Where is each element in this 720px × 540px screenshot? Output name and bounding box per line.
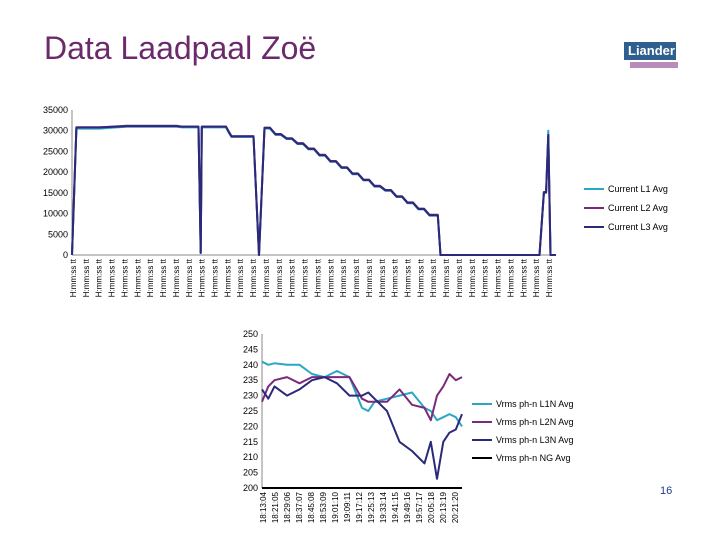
chart1-x-tick-label: H:mm:ss tt bbox=[468, 258, 477, 297]
chart1-x-tick-label: H:mm:ss tt bbox=[262, 258, 271, 297]
chart2-x-tick-label: 19:25:13 bbox=[367, 491, 376, 523]
slide-number: 16 bbox=[660, 485, 673, 497]
chart1-y-tick-label: 20000 bbox=[43, 167, 68, 177]
chart1-x-tick-label: H:mm:ss tt bbox=[494, 258, 503, 297]
chart1-y-tick-label: 25000 bbox=[43, 146, 68, 156]
logo-accent-bar bbox=[630, 62, 678, 68]
chart1-x-tick-label: H:mm:ss tt bbox=[82, 258, 91, 297]
chart2-x-tick-label: 18:53:09 bbox=[319, 491, 328, 523]
chart1-x-tick-label: H:mm:ss tt bbox=[519, 258, 528, 297]
chart1-x-tick-label: H:mm:ss tt bbox=[198, 258, 207, 297]
chart1-x-tick-label: H:mm:ss tt bbox=[301, 258, 310, 297]
chart1-x-tick-label: H:mm:ss tt bbox=[378, 258, 387, 297]
chart2-x-tick-label: 18:45:08 bbox=[307, 491, 316, 523]
chart2-x-tick-label: 19:01:10 bbox=[331, 491, 340, 523]
chart2-y-tick-label: 245 bbox=[243, 344, 258, 354]
chart1-y-tick-label: 10000 bbox=[43, 209, 68, 219]
chart2-series-line-3 bbox=[261, 376, 463, 480]
chart2-y-tick-label: 250 bbox=[243, 329, 258, 339]
chart1-series-line-2 bbox=[71, 124, 556, 256]
chart1-x-tick-label: H:mm:ss tt bbox=[211, 258, 220, 297]
chart1-series-line-3 bbox=[71, 125, 556, 256]
chart2-legend-label: Vrms ph-n L2N Avg bbox=[496, 417, 574, 427]
chart1-x-tick-label: H:mm:ss tt bbox=[223, 258, 232, 297]
chart1-x-tick-label: H:mm:ss tt bbox=[146, 258, 155, 297]
chart1-x-tick-label: H:mm:ss tt bbox=[172, 258, 181, 297]
chart1-x-tick-label: H:mm:ss tt bbox=[288, 258, 297, 297]
chart2-x-tick-label: 19:57:17 bbox=[415, 491, 424, 523]
chart1-y-tick-label: 15000 bbox=[43, 188, 68, 198]
chart2-x-tick-label: 20:21:20 bbox=[451, 491, 460, 523]
chart1-x-tick-label: H:mm:ss tt bbox=[481, 258, 490, 297]
chart2-x-tick-label: 19:49:16 bbox=[403, 491, 412, 523]
chart1-x-tick-label: H:mm:ss tt bbox=[159, 258, 168, 297]
chart2-x-tick-label: 19:09:11 bbox=[343, 491, 352, 522]
chart2-y-tick-label: 215 bbox=[243, 437, 258, 447]
chart1-legend-label: Current L3 Avg bbox=[608, 222, 668, 232]
chart2-y-tick-label: 205 bbox=[243, 468, 258, 478]
chart1-x-tick-label: H:mm:ss tt bbox=[429, 258, 438, 297]
chart1-x-tick-label: H:mm:ss tt bbox=[313, 258, 322, 297]
chart1-x-tick-label: H:mm:ss tt bbox=[326, 258, 335, 297]
chart2-x-tick-label: 19:17:12 bbox=[355, 491, 364, 523]
logo-text: Liander bbox=[628, 43, 675, 58]
chart1-x-tick-label: H:mm:ss tt bbox=[532, 258, 541, 297]
chart2-series-line-2 bbox=[261, 373, 463, 422]
chart1-x-tick-label: H:mm:ss tt bbox=[416, 258, 425, 297]
chart1-x-tick-label: H:mm:ss tt bbox=[95, 258, 104, 297]
chart1-x-tick-label: H:mm:ss tt bbox=[442, 258, 451, 297]
chart2-x-tick-label: 20:05:18 bbox=[427, 491, 436, 523]
chart2-legend-label: Vrms ph-n NG Avg bbox=[496, 453, 571, 463]
chart1-legend-label: Current L2 Avg bbox=[608, 203, 668, 213]
chart1-x-tick-label: H:mm:ss tt bbox=[352, 258, 361, 297]
chart2-x-tick-label: 18:21:05 bbox=[271, 491, 280, 523]
chart2-y-tick-label: 200 bbox=[243, 483, 258, 493]
chart1-x-tick-label: H:mm:ss tt bbox=[545, 258, 554, 297]
chart2-series-line-1 bbox=[261, 360, 463, 427]
chart1-y-tick-label: 5000 bbox=[48, 229, 68, 239]
chart1-y-tick-label: 35000 bbox=[43, 105, 68, 115]
page-title: Data Laadpaal Zoë bbox=[44, 30, 317, 66]
chart2-y-tick-label: 220 bbox=[243, 421, 258, 431]
chart2-y-tick-label: 210 bbox=[243, 452, 258, 462]
chart2-legend-label: Vrms ph-n L1N Avg bbox=[496, 399, 574, 409]
chart2-x-tick-label: 19:41:15 bbox=[391, 491, 400, 523]
chart1-x-tick-label: H:mm:ss tt bbox=[275, 258, 284, 297]
chart2-x-tick-label: 20:13:19 bbox=[439, 491, 448, 523]
chart1-x-tick-label: H:mm:ss tt bbox=[249, 258, 258, 297]
chart1-x-tick-label: H:mm:ss tt bbox=[69, 258, 78, 297]
chart1-series-line-1 bbox=[71, 125, 556, 256]
chart2-y-tick-label: 240 bbox=[243, 360, 258, 370]
chart2-y-tick-label: 230 bbox=[243, 391, 258, 401]
chart1-x-tick-label: H:mm:ss tt bbox=[506, 258, 515, 297]
chart2-x-tick-label: 19:33:14 bbox=[379, 491, 388, 523]
chart1-x-tick-label: H:mm:ss tt bbox=[185, 258, 194, 297]
chart1-x-tick-label: H:mm:ss tt bbox=[108, 258, 117, 297]
chart1-x-tick-label: H:mm:ss tt bbox=[339, 258, 348, 297]
chart2-x-tick-label: 18:29:06 bbox=[283, 491, 292, 523]
chart1-x-tick-label: H:mm:ss tt bbox=[403, 258, 412, 297]
chart2-y-tick-label: 225 bbox=[243, 406, 258, 416]
chart1-x-tick-label: H:mm:ss tt bbox=[365, 258, 374, 297]
chart1-y-tick-label: 30000 bbox=[43, 126, 68, 136]
chart1-x-tick-label: H:mm:ss tt bbox=[133, 258, 142, 297]
chart1-x-tick-label: H:mm:ss tt bbox=[455, 258, 464, 297]
liander-logo: Liander bbox=[624, 42, 676, 60]
chart2-x-tick-label: 18:13:04 bbox=[259, 491, 268, 523]
chart1-legend-label: Current L1 Avg bbox=[608, 184, 668, 194]
chart2-legend-label: Vrms ph-n L3N Avg bbox=[496, 435, 574, 445]
chart1-y-tick-label: 0 bbox=[63, 250, 68, 260]
chart1-x-tick-label: H:mm:ss tt bbox=[120, 258, 129, 297]
chart2-x-tick-label: 18:37:07 bbox=[295, 491, 304, 523]
chart1-x-tick-label: H:mm:ss tt bbox=[391, 258, 400, 297]
chart1-x-tick-label: H:mm:ss tt bbox=[236, 258, 245, 297]
chart2-y-tick-label: 235 bbox=[243, 375, 258, 385]
